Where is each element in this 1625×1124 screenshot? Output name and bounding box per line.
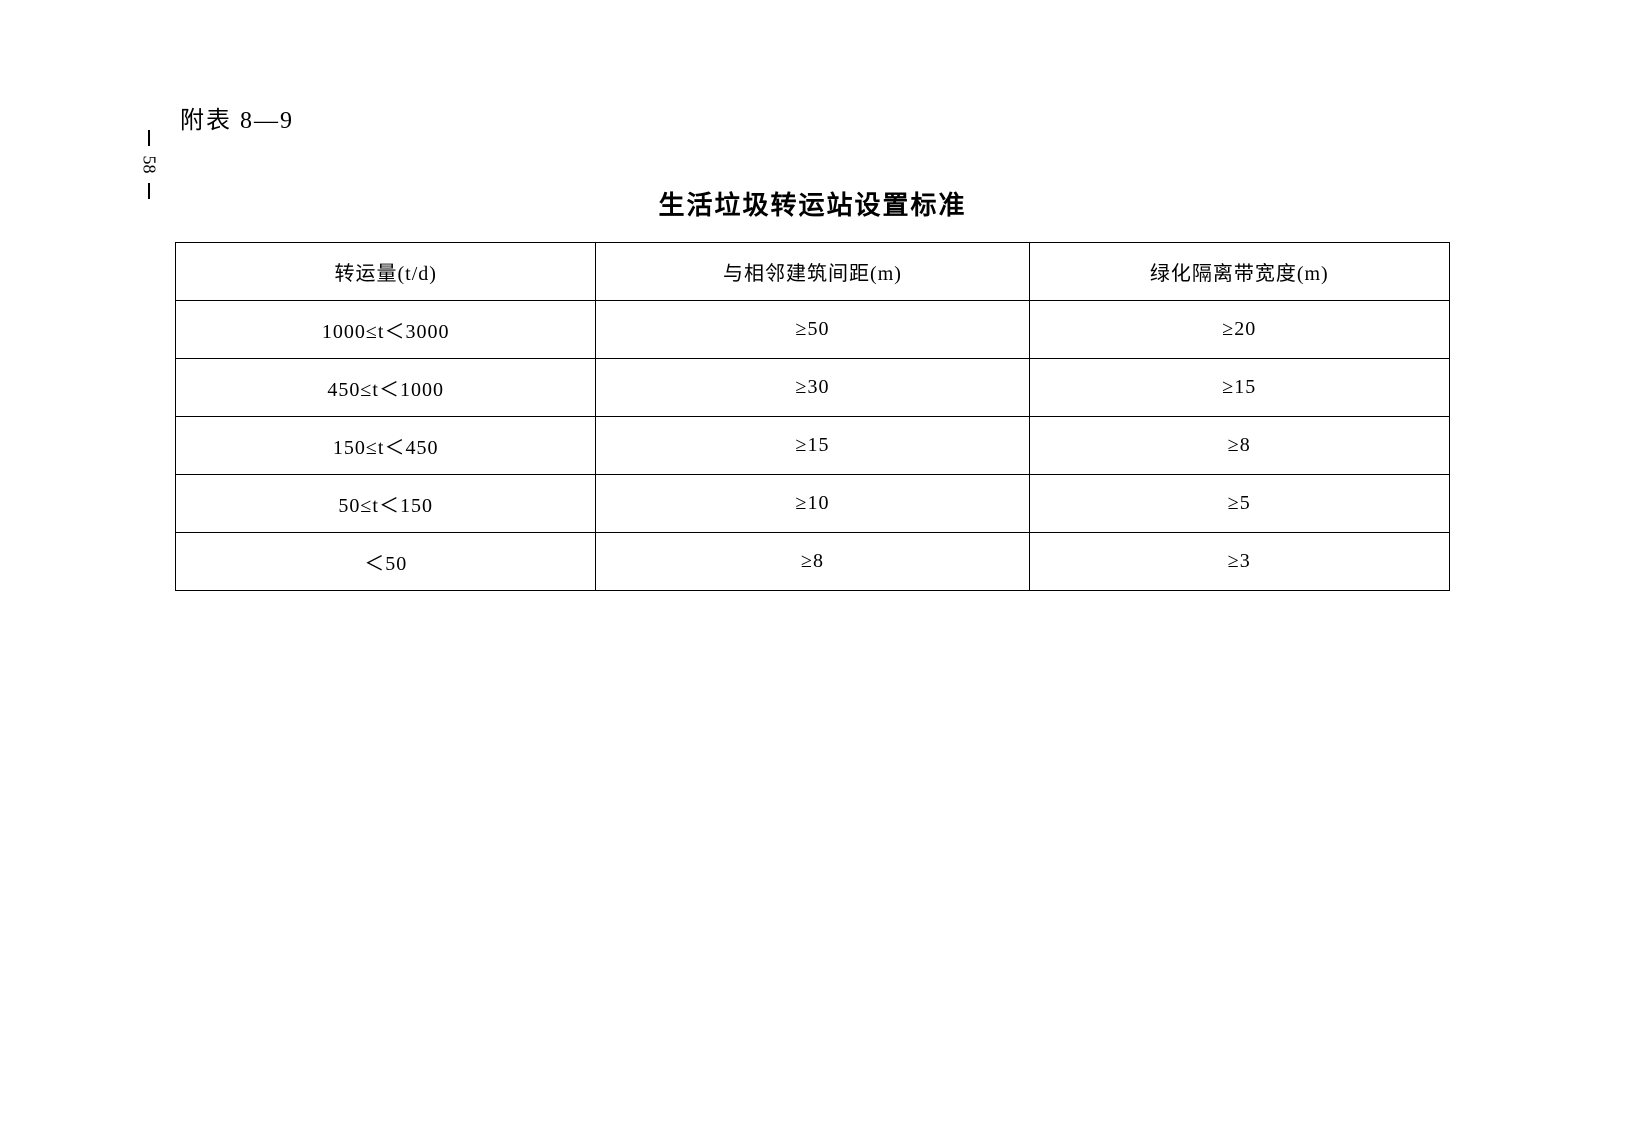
page-container: 附表 8—9 58 生活垃圾转运站设置标准 转运量(t/d) 与相邻建筑间距(m…: [0, 0, 1625, 1124]
page-number-container: 58: [140, 130, 158, 199]
column-header-greenbelt-width: 绿化隔离带宽度(m): [1029, 243, 1449, 301]
table-row: 50≤t＜150 ≥10 ≥5: [176, 475, 1450, 533]
cell-greenbelt-width: ≥20: [1029, 301, 1449, 359]
table-row: 450≤t＜1000 ≥30 ≥15: [176, 359, 1450, 417]
cell-transfer-volume: ＜50: [176, 533, 596, 591]
cell-greenbelt-width: ≥3: [1029, 533, 1449, 591]
column-header-transfer-volume: 转运量(t/d): [176, 243, 596, 301]
table-row: 1000≤t＜3000 ≥50 ≥20: [176, 301, 1450, 359]
cell-transfer-volume: 1000≤t＜3000: [176, 301, 596, 359]
table-body: 1000≤t＜3000 ≥50 ≥20 450≤t＜1000 ≥30 ≥15 1…: [176, 301, 1450, 591]
standards-table: 转运量(t/d) 与相邻建筑间距(m) 绿化隔离带宽度(m) 1000≤t＜30…: [175, 242, 1450, 591]
table-row: 150≤t＜450 ≥15 ≥8: [176, 417, 1450, 475]
cell-building-distance: ≥50: [596, 301, 1029, 359]
table-title: 生活垃圾转运站设置标准: [175, 185, 1450, 222]
table-header-row: 转运量(t/d) 与相邻建筑间距(m) 绿化隔离带宽度(m): [176, 243, 1450, 301]
table-header: 转运量(t/d) 与相邻建筑间距(m) 绿化隔离带宽度(m): [176, 243, 1450, 301]
cell-building-distance: ≥8: [596, 533, 1029, 591]
cell-building-distance: ≥15: [596, 417, 1029, 475]
table-row: ＜50 ≥8 ≥3: [176, 533, 1450, 591]
column-header-building-distance: 与相邻建筑间距(m): [596, 243, 1029, 301]
dash-bottom: [148, 183, 150, 199]
cell-greenbelt-width: ≥5: [1029, 475, 1449, 533]
dash-top: [148, 130, 150, 146]
cell-transfer-volume: 150≤t＜450: [176, 417, 596, 475]
cell-greenbelt-width: ≥8: [1029, 417, 1449, 475]
cell-transfer-volume: 50≤t＜150: [176, 475, 596, 533]
cell-transfer-volume: 450≤t＜1000: [176, 359, 596, 417]
appendix-label: 附表 8—9: [180, 100, 1450, 135]
page-number: 58: [139, 156, 160, 174]
cell-building-distance: ≥10: [596, 475, 1029, 533]
cell-greenbelt-width: ≥15: [1029, 359, 1449, 417]
cell-building-distance: ≥30: [596, 359, 1029, 417]
